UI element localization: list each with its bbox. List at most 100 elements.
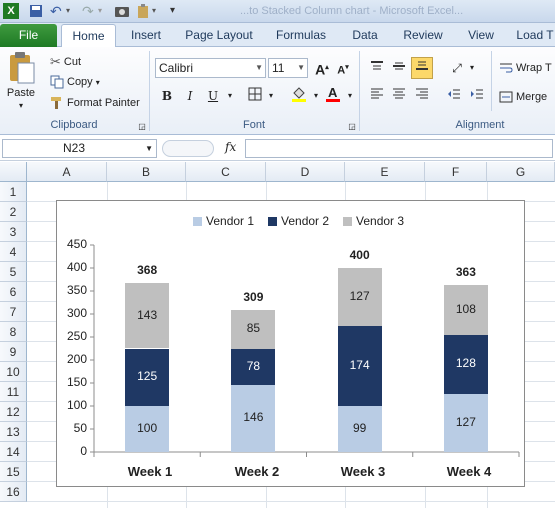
stacked-column-chart[interactable]: Vendor 1 Vendor 2 Vendor 3 0 50 100 150 200 2… — [56, 200, 525, 487]
borders-dropdown-icon[interactable]: ▾ — [268, 91, 273, 100]
legend-item-vendor-3[interactable]: Vendor 3 — [343, 214, 404, 228]
row-header[interactable]: 14 — [0, 442, 27, 462]
bar-segment[interactable] — [337, 406, 382, 452]
column-header[interactable]: D — [266, 162, 345, 182]
clipboard-launcher-icon[interactable]: ◲ — [138, 122, 146, 131]
align-right-button[interactable] — [413, 87, 431, 105]
merge-center-button[interactable]: Merge — [499, 90, 547, 104]
tab-data[interactable]: Data — [352, 28, 378, 42]
row-header[interactable]: 6 — [0, 282, 27, 302]
orientation-dropdown-icon[interactable]: ▾ — [469, 63, 474, 72]
font-color-button[interactable]: A — [324, 85, 342, 103]
column-header[interactable]: B — [107, 162, 186, 182]
tab-load-test[interactable]: Load T — [516, 28, 554, 42]
font-color-dropdown-icon[interactable]: ▾ — [347, 91, 352, 100]
window-title: ...to Stacked Column chart - Microsoft E… — [240, 5, 464, 17]
save-icon[interactable] — [28, 3, 44, 19]
shrink-font-button[interactable]: A▾ — [337, 64, 349, 77]
bar-segment[interactable] — [231, 309, 276, 349]
tab-file[interactable]: File — [0, 24, 57, 47]
bar-segment[interactable] — [337, 268, 382, 327]
row-header[interactable]: 11 — [0, 382, 27, 402]
row-header[interactable]: 13 — [0, 422, 27, 442]
bold-button[interactable]: B — [161, 89, 173, 103]
column-header[interactable]: A — [27, 162, 107, 182]
tab-review[interactable]: Review — [403, 28, 443, 42]
borders-button[interactable] — [246, 87, 264, 105]
column-header[interactable]: G — [487, 162, 555, 182]
insert-function-button[interactable]: fx — [225, 140, 237, 154]
align-left-button[interactable] — [368, 87, 386, 105]
undo-dropdown-icon[interactable]: ▾ — [66, 6, 71, 15]
font-size-value: 11 — [272, 61, 285, 75]
row-header[interactable]: 10 — [0, 362, 27, 382]
row-header[interactable]: 2 — [0, 202, 27, 222]
underline-dropdown-icon[interactable]: ▾ — [227, 91, 232, 100]
row-header[interactable]: 12 — [0, 402, 27, 422]
align-top-button[interactable] — [368, 59, 386, 77]
copy-button[interactable]: Copy ▾ — [50, 75, 100, 89]
bar-segment[interactable] — [125, 348, 170, 406]
paste-dropdown-icon[interactable]: ▾ — [152, 6, 157, 15]
row-header[interactable]: 7 — [0, 302, 27, 322]
redo-icon[interactable]: ↷ — [82, 3, 94, 19]
format-painter-button[interactable]: Format Painter — [50, 96, 140, 110]
paste-button[interactable]: Paste ▾ — [6, 51, 36, 110]
fill-color-button[interactable] — [290, 85, 308, 103]
italic-button[interactable]: I — [187, 89, 193, 103]
bar-segment[interactable] — [443, 334, 488, 394]
row-header[interactable]: 1 — [0, 182, 27, 202]
align-middle-button[interactable] — [390, 59, 408, 77]
tab-view[interactable]: View — [468, 28, 494, 42]
excel-icon[interactable]: X — [3, 3, 19, 19]
tab-page-layout[interactable]: Page Layout — [185, 28, 253, 42]
row-header[interactable]: 15 — [0, 462, 27, 482]
tab-home[interactable]: Home — [61, 24, 116, 47]
bar-segment[interactable] — [231, 384, 276, 452]
font-size-select[interactable]: 11 ▼ — [268, 58, 308, 78]
column-header[interactable]: F — [425, 162, 487, 182]
increase-indent-button[interactable] — [468, 87, 486, 105]
customize-qat-icon[interactable]: ▾ — [170, 5, 176, 16]
formula-input[interactable] — [245, 139, 553, 158]
underline-button[interactable]: U — [207, 89, 219, 103]
paste-special-icon[interactable] — [136, 3, 152, 19]
font-launcher-icon[interactable]: ◲ — [348, 122, 356, 131]
row-header[interactable]: 8 — [0, 322, 27, 342]
select-all-button[interactable] — [0, 162, 27, 182]
name-box[interactable]: N23 ▼ — [2, 139, 157, 158]
row-header[interactable]: 9 — [0, 342, 27, 362]
legend-item-vendor-1[interactable]: Vendor 1 — [193, 214, 254, 228]
legend-label: Vendor 3 — [356, 214, 405, 228]
data-label: 127 — [349, 289, 370, 304]
fill-color-dropdown-icon[interactable]: ▾ — [313, 91, 318, 100]
align-bottom-button[interactable] — [411, 57, 433, 79]
tab-insert[interactable]: Insert — [130, 28, 161, 42]
wrap-text-button[interactable]: Wrap T — [499, 61, 552, 75]
orientation-button[interactable]: ⤢ — [448, 59, 466, 77]
bar-segment[interactable] — [125, 406, 170, 452]
font-name-select[interactable]: Calibri ▼ — [155, 58, 266, 78]
bar-segment[interactable] — [231, 348, 276, 385]
column-header[interactable]: E — [345, 162, 425, 182]
row-header[interactable]: 16 — [0, 482, 27, 502]
row-header[interactable]: 3 — [0, 222, 27, 242]
bar-segment[interactable] — [125, 282, 170, 349]
decrease-indent-button[interactable] — [445, 87, 463, 105]
legend-item-vendor-2[interactable]: Vendor 2 — [268, 214, 329, 228]
row-header[interactable]: 4 — [0, 242, 27, 262]
cut-button[interactable]: ✂ Cut — [50, 54, 81, 70]
bar-segment[interactable] — [337, 326, 382, 407]
formula-bar-handle[interactable] — [162, 140, 214, 157]
legend-swatch — [193, 216, 202, 226]
grow-font-button[interactable]: A▴ — [315, 61, 329, 78]
align-center-button[interactable] — [390, 87, 408, 105]
bar-segment[interactable] — [443, 393, 488, 452]
camera-icon[interactable] — [114, 3, 130, 19]
tab-formulas[interactable]: Formulas — [275, 28, 326, 42]
column-header[interactable]: C — [186, 162, 266, 182]
undo-icon[interactable]: ↶ — [50, 3, 62, 19]
bar-segment[interactable] — [443, 285, 488, 335]
row-header[interactable]: 5 — [0, 262, 27, 282]
redo-dropdown-icon[interactable]: ▾ — [98, 6, 103, 15]
